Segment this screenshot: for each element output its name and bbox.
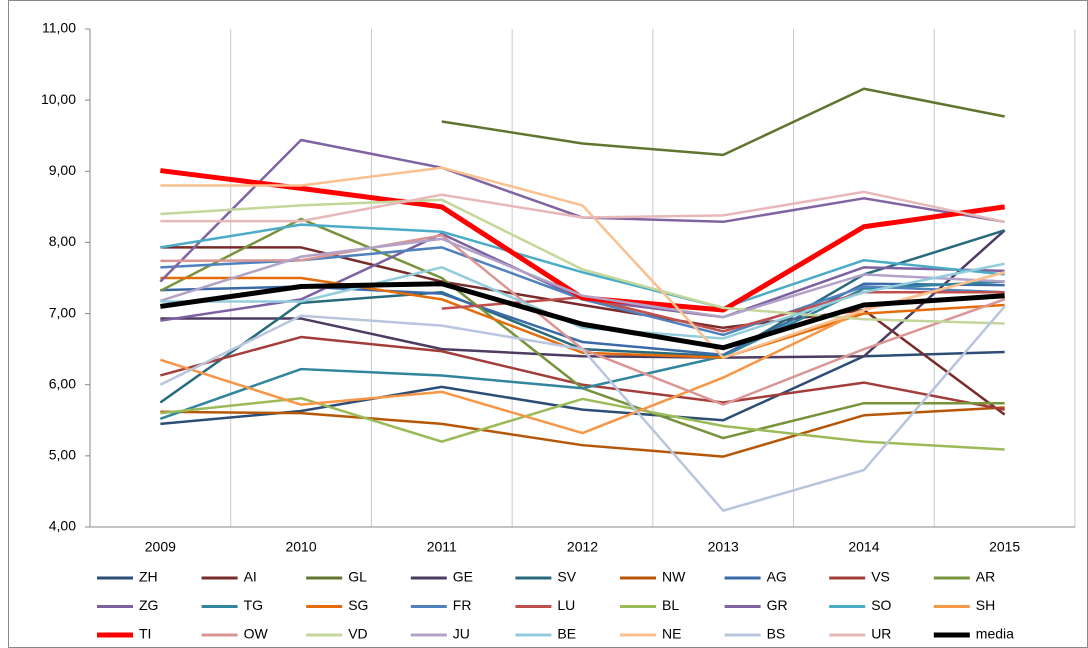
legend-label: GR <box>767 597 788 613</box>
y-tick-label: 11,00 <box>42 20 76 36</box>
series-line <box>160 276 1005 359</box>
x-tick-label: 2009 <box>145 539 176 555</box>
legend-label: VD <box>348 626 367 642</box>
x-tick-label: 2010 <box>285 539 316 555</box>
legend-label: BE <box>557 626 576 642</box>
series-line <box>160 198 1005 325</box>
series-line <box>160 166 1005 359</box>
series-line <box>160 190 1005 224</box>
series-line <box>160 262 1005 340</box>
x-tick-label: 2014 <box>848 539 879 555</box>
legend-label: SV <box>557 569 576 585</box>
legend-label: AG <box>767 569 787 585</box>
x-tick-label: 2011 <box>427 539 457 555</box>
series-line <box>160 335 1005 411</box>
legend-label: media <box>976 626 1014 642</box>
y-tick-label: 9,00 <box>49 162 76 178</box>
series-line <box>160 396 1005 451</box>
y-tick-label: 7,00 <box>49 304 76 320</box>
series-line <box>160 229 1006 359</box>
y-tick-label: 10,00 <box>41 91 76 107</box>
legend-label: SO <box>871 597 891 613</box>
series-line <box>441 87 1005 157</box>
x-tick-label: 2013 <box>708 539 739 555</box>
legend-label: NE <box>662 626 681 642</box>
legend-label: AR <box>976 569 995 585</box>
legend-label: BL <box>662 597 679 613</box>
y-tick-label: 6,00 <box>49 375 76 391</box>
series-line <box>160 281 1005 351</box>
legend-label: JU <box>453 626 470 642</box>
legend-label: FR <box>453 597 472 613</box>
series-line <box>159 280 1005 421</box>
y-tick-label: 8,00 <box>49 233 76 249</box>
x-tick-label: 2015 <box>989 539 1020 555</box>
series-line <box>441 290 1005 333</box>
legend-label: UR <box>871 626 891 642</box>
legend-label: ZH <box>139 569 158 585</box>
legend-label: VS <box>871 569 890 585</box>
y-tick-label: 5,00 <box>49 447 76 463</box>
series-line <box>159 305 1006 512</box>
chart-frame <box>8 0 1088 648</box>
legend-label: AI <box>244 569 257 585</box>
y-tick-label: 4,00 <box>49 518 76 534</box>
series-line <box>160 168 1005 313</box>
x-tick-label: 2012 <box>567 539 598 555</box>
legend-label: LU <box>557 597 575 613</box>
legend-label: NW <box>662 569 686 585</box>
legend-label: SH <box>976 597 995 613</box>
legend-label: TG <box>244 597 263 613</box>
series-line <box>159 237 1005 319</box>
legend-label: GL <box>348 569 367 585</box>
legend-label: OW <box>244 626 269 642</box>
legend-label: ZG <box>139 597 158 613</box>
legend-label: SG <box>348 597 368 613</box>
series-line <box>160 223 1005 310</box>
legend-label: BS <box>767 626 786 642</box>
legend-label: GE <box>453 569 473 585</box>
legend-label: TI <box>139 626 151 642</box>
series-line <box>160 406 1005 458</box>
